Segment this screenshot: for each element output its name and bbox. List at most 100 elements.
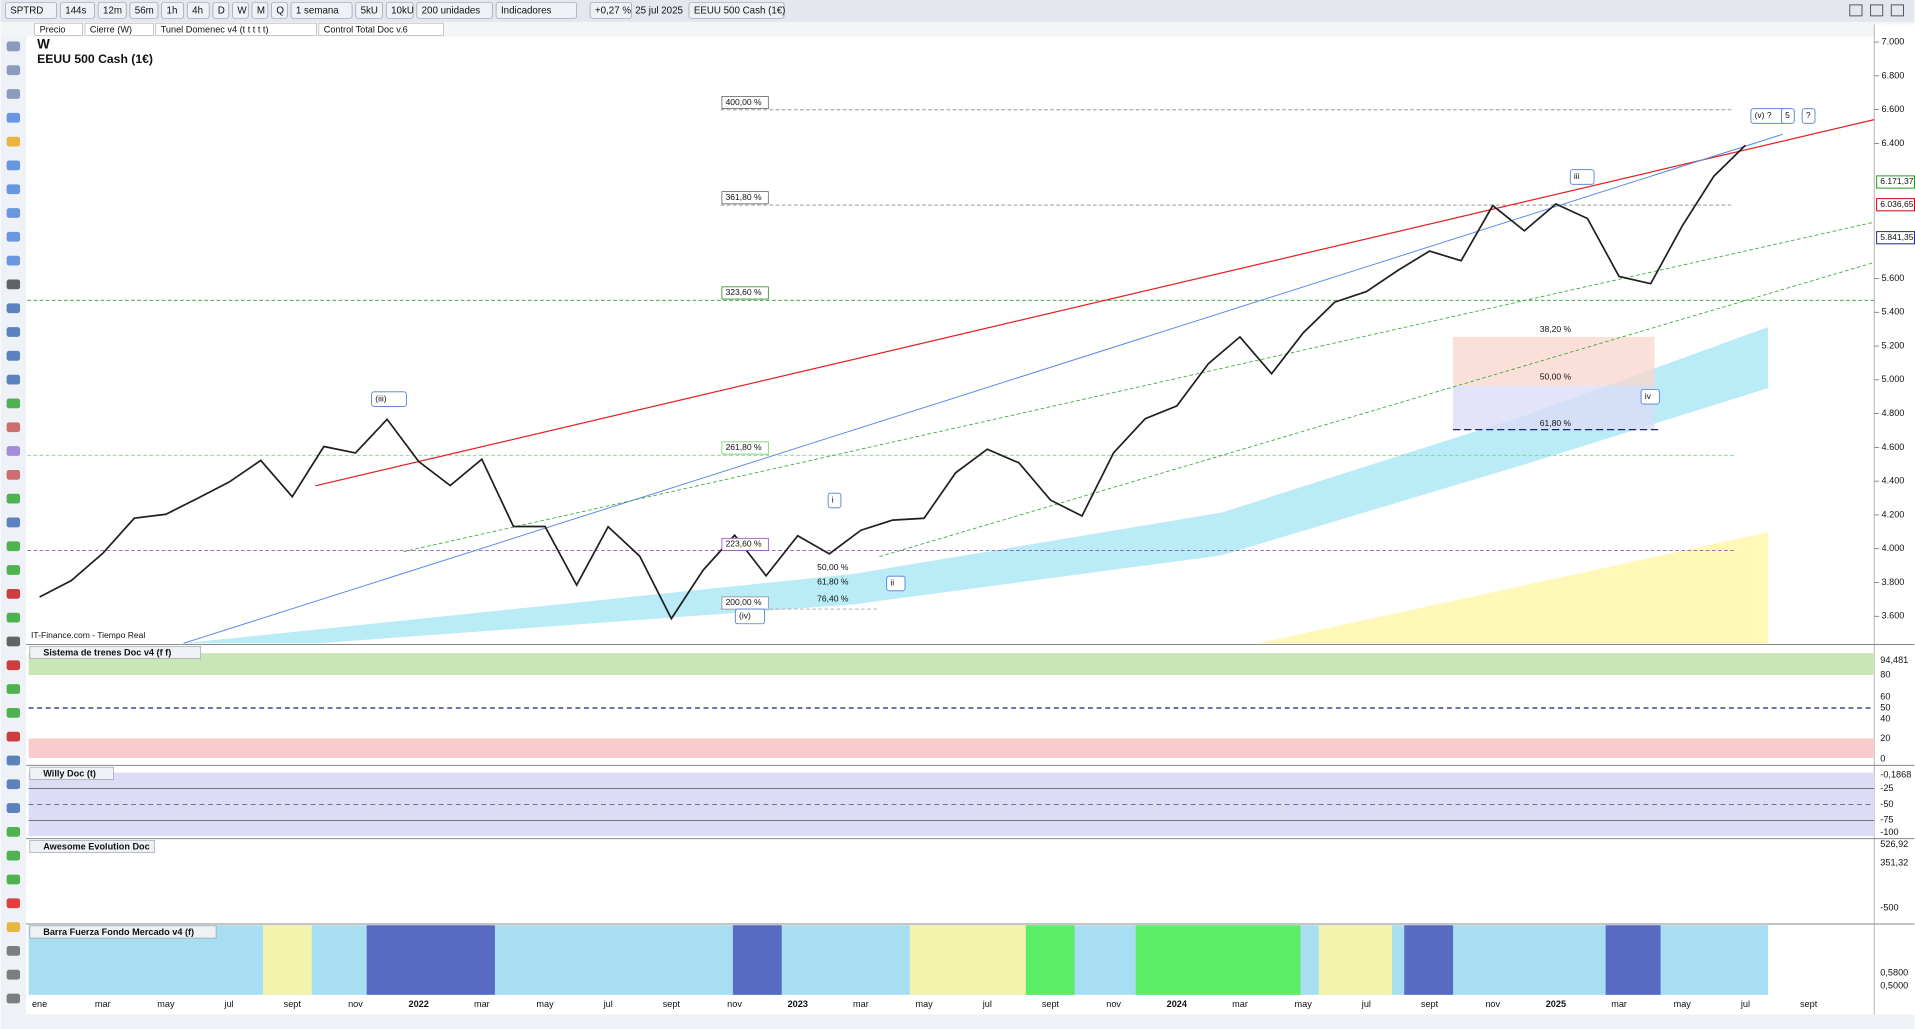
timeframe-button[interactable] <box>129 2 159 19</box>
tool-icon[interactable] <box>6 279 21 290</box>
x-tick-label: nov <box>727 999 742 1009</box>
tool-icon[interactable] <box>6 898 21 909</box>
tool-icon[interactable] <box>6 89 21 99</box>
panel-axis-label: -500 <box>1880 903 1898 913</box>
fib-label: 400,00 % <box>726 97 762 107</box>
units-button[interactable] <box>355 2 383 19</box>
tool-icon[interactable] <box>6 327 21 337</box>
tool-icon[interactable] <box>6 541 21 552</box>
wave-box <box>1801 108 1816 124</box>
tool-icon[interactable] <box>6 446 21 456</box>
tool-icon[interactable] <box>6 255 21 266</box>
panel-title: Barra Fuerza Fondo Mercado v4 (f) <box>43 927 194 937</box>
panel-axis-label: -0,1868 <box>1880 770 1911 780</box>
tool-icon[interactable] <box>6 231 21 242</box>
timeframe-button[interactable] <box>232 2 249 19</box>
amount-select-label: 200 unidades <box>422 6 481 17</box>
units-button[interactable] <box>385 2 414 19</box>
tab-label: Tunel Domenec v4 (t t t t t) <box>161 24 269 34</box>
x-tick-label: jul <box>603 999 613 1009</box>
tool-icon[interactable] <box>6 565 21 575</box>
tool-icon[interactable] <box>6 208 21 218</box>
wave-box <box>1640 388 1660 405</box>
y-tick-label: 5.400 <box>1882 307 1905 317</box>
tool-icon[interactable] <box>6 731 21 742</box>
x-tick-label: nov <box>1106 999 1121 1009</box>
tool-icon[interactable] <box>6 755 21 766</box>
change-badge[interactable] <box>589 2 632 19</box>
y-tick-label: 3.600 <box>1882 611 1905 621</box>
timeframe-button[interactable] <box>97 2 127 19</box>
tool-icon[interactable] <box>6 874 21 885</box>
panel-axis-label: 0 <box>1880 754 1885 764</box>
timeframe-button[interactable] <box>251 2 269 19</box>
tool-icon[interactable] <box>6 826 21 837</box>
tool-icon[interactable] <box>6 422 21 433</box>
timeframe-button[interactable] <box>59 2 95 19</box>
tool-icon[interactable] <box>6 517 21 528</box>
wave-label: 5 <box>1785 110 1790 120</box>
tool-icon[interactable] <box>6 969 21 980</box>
window-button[interactable] <box>1849 4 1863 17</box>
x-tick-label: ene <box>32 999 47 1009</box>
tool-icon[interactable] <box>6 660 21 671</box>
tool-icon[interactable] <box>6 993 21 1004</box>
tool-icon[interactable] <box>6 303 21 314</box>
tool-icon[interactable] <box>6 136 21 147</box>
y-tick-label: 4.000 <box>1882 543 1905 553</box>
x-tick-label: sept <box>1800 999 1818 1009</box>
amount-select[interactable] <box>416 2 493 19</box>
tool-icon[interactable] <box>6 707 21 718</box>
tool-icon[interactable] <box>6 850 21 861</box>
tool-icon[interactable] <box>6 684 21 694</box>
zone <box>1135 925 1301 995</box>
tool-icon[interactable] <box>6 41 21 52</box>
tool-icon[interactable] <box>6 112 21 123</box>
tool-icon[interactable] <box>6 588 21 599</box>
tool-icon[interactable] <box>6 612 21 623</box>
tab[interactable] <box>155 22 317 36</box>
window-button[interactable] <box>1890 4 1904 17</box>
tool-icon[interactable] <box>6 803 21 813</box>
window-button[interactable] <box>1870 4 1884 17</box>
tool-icon[interactable] <box>6 184 21 195</box>
tool-icon[interactable] <box>6 945 21 956</box>
tool-icon[interactable] <box>6 65 21 76</box>
y-tick-label: 6.400 <box>1882 138 1905 148</box>
x-tick-label: jul <box>224 999 234 1009</box>
trend-line <box>315 119 1875 487</box>
wave-label: iv <box>1645 391 1652 401</box>
panel-axis-label: -75 <box>1880 815 1893 825</box>
tool-icon[interactable] <box>6 160 21 171</box>
price-tag-label: 6.171,37 <box>1880 176 1913 186</box>
tab[interactable] <box>34 22 83 36</box>
fib-label: 61,80 % <box>1540 418 1572 428</box>
period-select[interactable] <box>290 2 353 19</box>
timeframe-button[interactable] <box>212 2 230 19</box>
timeframe-button[interactable] <box>271 2 288 19</box>
instrument-label[interactable] <box>688 2 785 19</box>
symbol-select[interactable] <box>5 2 58 19</box>
fib-label: 223,60 % <box>726 539 762 549</box>
tool-icon[interactable] <box>6 398 21 409</box>
panel-axis-label: 50 <box>1880 702 1890 712</box>
tool-icon[interactable] <box>6 922 21 932</box>
cloud-band <box>183 327 1769 644</box>
timeframe-button[interactable] <box>186 2 210 19</box>
indicators-button[interactable] <box>495 2 578 19</box>
tool-icon[interactable] <box>6 350 21 361</box>
tool-icon[interactable] <box>6 469 21 480</box>
tool-icon[interactable] <box>6 493 21 504</box>
tool-icon[interactable] <box>6 374 21 385</box>
tab[interactable] <box>84 22 154 36</box>
fib-label: 38,20 % <box>1540 324 1572 334</box>
tool-icon[interactable] <box>6 779 21 790</box>
wave-label: ii <box>890 578 894 588</box>
timeframe-button[interactable] <box>161 2 184 19</box>
tab[interactable] <box>318 22 444 36</box>
panel-axis-label: -50 <box>1880 799 1893 809</box>
x-tick-label: nov <box>1485 999 1500 1009</box>
x-tick-label: 2025 <box>1546 999 1566 1009</box>
tool-icon[interactable] <box>6 636 21 647</box>
